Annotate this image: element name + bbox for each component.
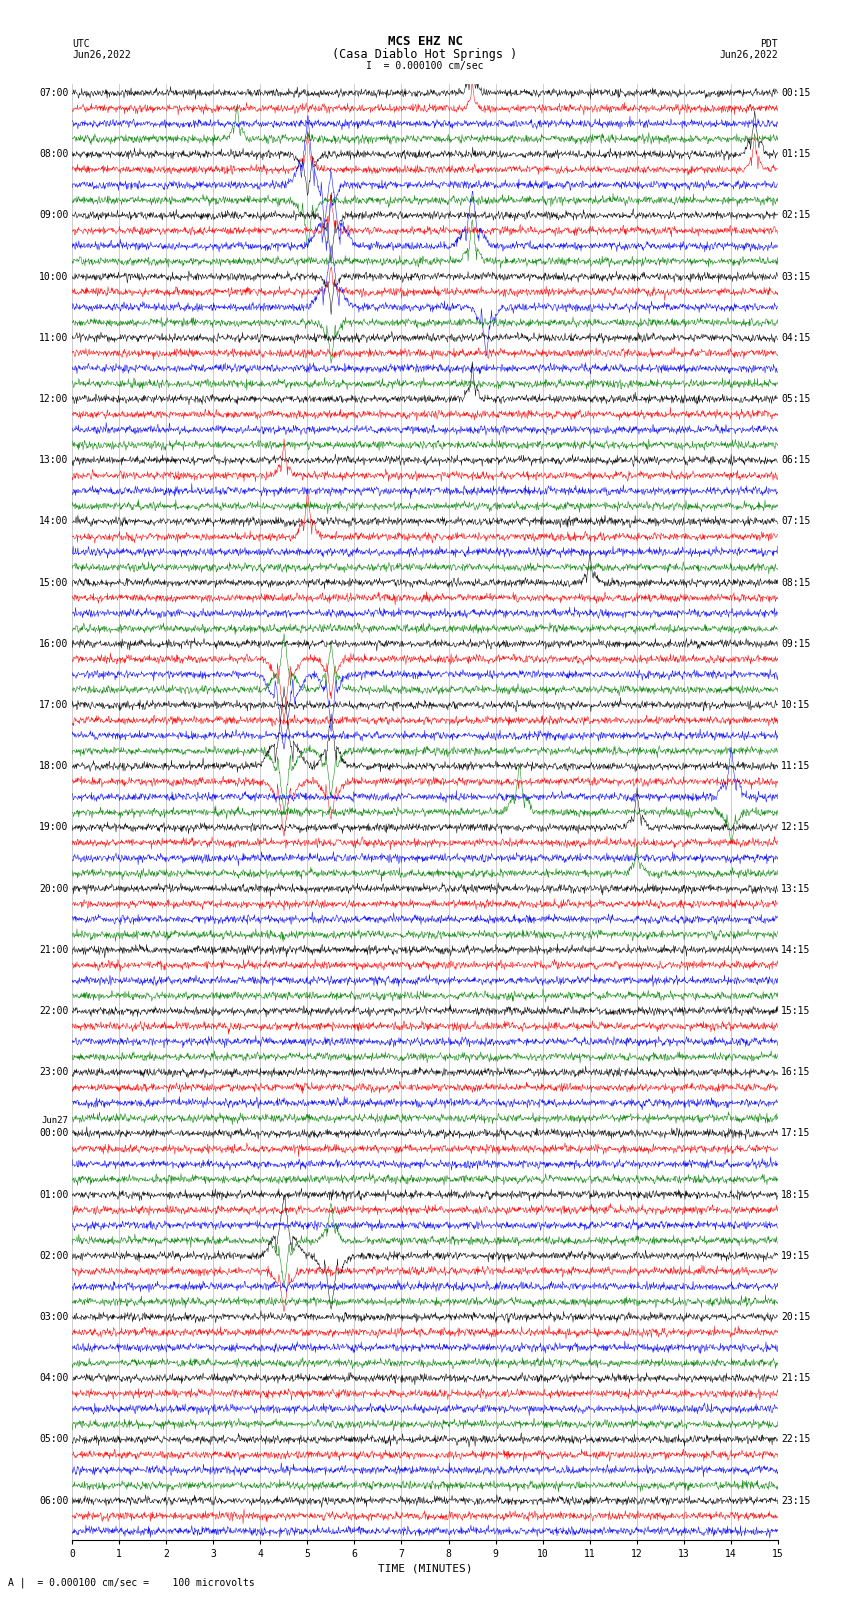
Text: (Casa Diablo Hot Springs ): (Casa Diablo Hot Springs ) [332, 48, 518, 61]
Text: I  = 0.000100 cm/sec: I = 0.000100 cm/sec [366, 61, 484, 71]
Text: 13:00: 13:00 [39, 455, 69, 465]
X-axis label: TIME (MINUTES): TIME (MINUTES) [377, 1563, 473, 1574]
Text: 16:00: 16:00 [39, 639, 69, 648]
Text: 10:00: 10:00 [39, 271, 69, 282]
Text: 15:15: 15:15 [781, 1007, 811, 1016]
Text: 06:00: 06:00 [39, 1495, 69, 1505]
Text: 04:15: 04:15 [781, 332, 811, 344]
Text: 23:00: 23:00 [39, 1068, 69, 1077]
Text: 18:15: 18:15 [781, 1190, 811, 1200]
Text: 08:00: 08:00 [39, 150, 69, 160]
Text: 13:15: 13:15 [781, 884, 811, 894]
Text: 19:00: 19:00 [39, 823, 69, 832]
Text: 05:15: 05:15 [781, 394, 811, 403]
Text: 02:00: 02:00 [39, 1250, 69, 1261]
Text: 05:00: 05:00 [39, 1434, 69, 1444]
Text: 20:00: 20:00 [39, 884, 69, 894]
Text: 00:15: 00:15 [781, 89, 811, 98]
Text: 09:15: 09:15 [781, 639, 811, 648]
Text: 11:15: 11:15 [781, 761, 811, 771]
Text: 21:15: 21:15 [781, 1373, 811, 1384]
Text: 12:15: 12:15 [781, 823, 811, 832]
Text: 20:15: 20:15 [781, 1311, 811, 1323]
Text: 01:15: 01:15 [781, 150, 811, 160]
Text: 10:15: 10:15 [781, 700, 811, 710]
Text: 22:15: 22:15 [781, 1434, 811, 1444]
Text: 00:00: 00:00 [39, 1129, 69, 1139]
Text: 22:00: 22:00 [39, 1007, 69, 1016]
Text: 18:00: 18:00 [39, 761, 69, 771]
Text: 06:15: 06:15 [781, 455, 811, 465]
Text: 19:15: 19:15 [781, 1250, 811, 1261]
Text: 23:15: 23:15 [781, 1495, 811, 1505]
Text: 16:15: 16:15 [781, 1068, 811, 1077]
Text: 04:00: 04:00 [39, 1373, 69, 1384]
Text: MCS EHZ NC: MCS EHZ NC [388, 35, 462, 48]
Text: 11:00: 11:00 [39, 332, 69, 344]
Text: 07:00: 07:00 [39, 89, 69, 98]
Text: 03:15: 03:15 [781, 271, 811, 282]
Text: 17:00: 17:00 [39, 700, 69, 710]
Text: 12:00: 12:00 [39, 394, 69, 403]
Text: 17:15: 17:15 [781, 1129, 811, 1139]
Text: 21:00: 21:00 [39, 945, 69, 955]
Text: Jun26,2022: Jun26,2022 [72, 50, 131, 60]
Text: 07:15: 07:15 [781, 516, 811, 526]
Text: 14:15: 14:15 [781, 945, 811, 955]
Text: 14:00: 14:00 [39, 516, 69, 526]
Text: A |  = 0.000100 cm/sec =    100 microvolts: A | = 0.000100 cm/sec = 100 microvolts [8, 1578, 255, 1589]
Text: UTC: UTC [72, 39, 90, 48]
Text: 08:15: 08:15 [781, 577, 811, 587]
Text: 01:00: 01:00 [39, 1190, 69, 1200]
Text: 02:15: 02:15 [781, 210, 811, 221]
Text: Jun27: Jun27 [42, 1116, 69, 1124]
Text: Jun26,2022: Jun26,2022 [719, 50, 778, 60]
Text: 03:00: 03:00 [39, 1311, 69, 1323]
Text: 15:00: 15:00 [39, 577, 69, 587]
Text: PDT: PDT [760, 39, 778, 48]
Text: 09:00: 09:00 [39, 210, 69, 221]
